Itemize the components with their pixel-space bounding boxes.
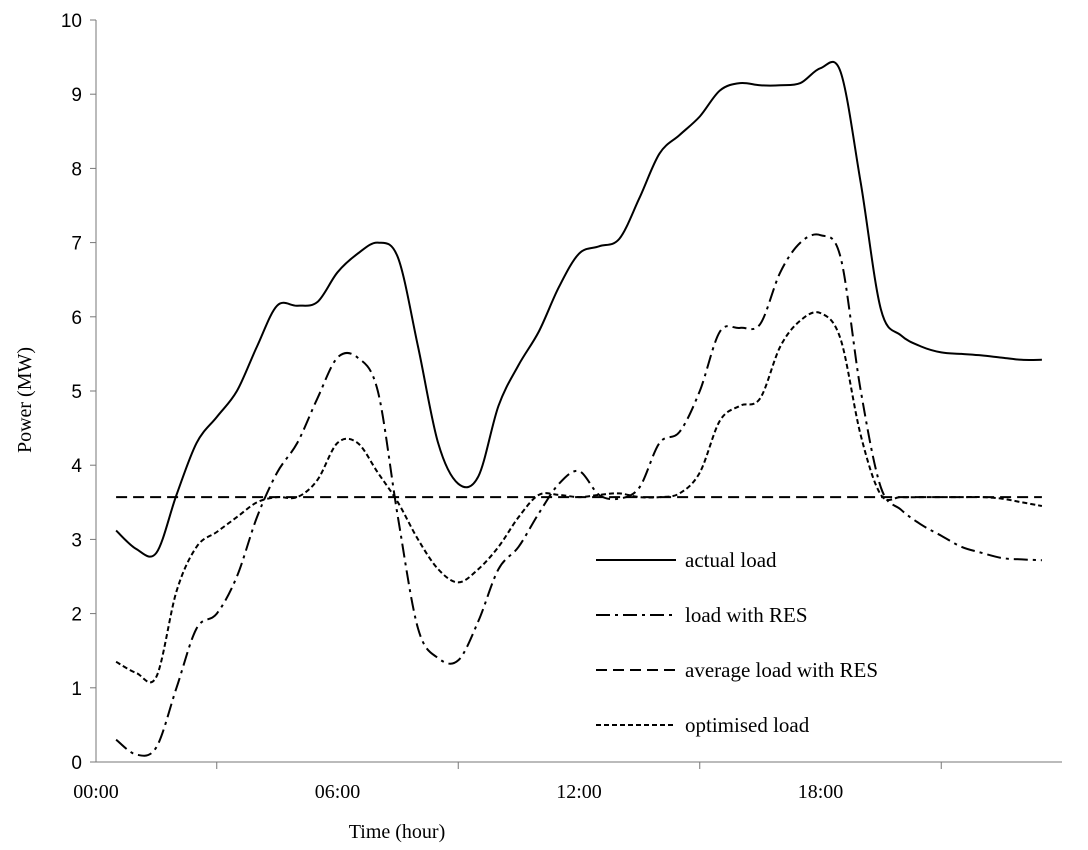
y-axis: 0 1 2 3 4 5 6 7 8 9 10: [61, 11, 97, 774]
y-tick-label: 10: [61, 11, 82, 32]
legend-label: load with RES: [685, 603, 808, 627]
x-tick-label: 00:00: [73, 781, 119, 803]
legend-label: average load with RES: [685, 658, 878, 682]
x-minor-ticks: [216, 762, 942, 769]
x-tick-labels: 00:00 06:00 12:00 18:00: [73, 781, 843, 803]
y-tick-label: 2: [71, 605, 82, 626]
x-tick-label: 18:00: [798, 781, 844, 803]
y-tick-label: 1: [71, 679, 82, 700]
y-tick-label: 3: [71, 530, 82, 551]
plot-area: [115, 60, 1043, 757]
y-tick-label: 5: [71, 382, 82, 403]
legend-label: actual load: [685, 548, 777, 572]
y-tick-label: 8: [71, 159, 82, 180]
y-tick-labels: 0 1 2 3 4 5 6 7 8 9 10: [61, 11, 96, 774]
x-tick-label: 06:00: [315, 781, 361, 803]
y-tick-label: 9: [71, 85, 82, 106]
x-axis: 00:00 06:00 12:00 18:00: [73, 761, 1062, 803]
y-tick-label: 4: [71, 456, 82, 477]
x-tick-label: 12:00: [556, 781, 602, 803]
series-line-optimised-load: [115, 311, 1043, 684]
y-tick-label: 0: [71, 753, 82, 774]
y-axis-title: Power (MW): [14, 347, 36, 453]
legend: actual load load with RES average load wit…: [596, 548, 878, 737]
y-tick-label: 7: [71, 234, 82, 255]
y-tick-label: 6: [71, 308, 82, 329]
x-axis-title: Time (hour): [349, 821, 445, 843]
series-line-actual-load: [115, 60, 1042, 558]
legend-label: optimised load: [685, 713, 810, 737]
series-line-load-with-res: [115, 233, 1042, 757]
